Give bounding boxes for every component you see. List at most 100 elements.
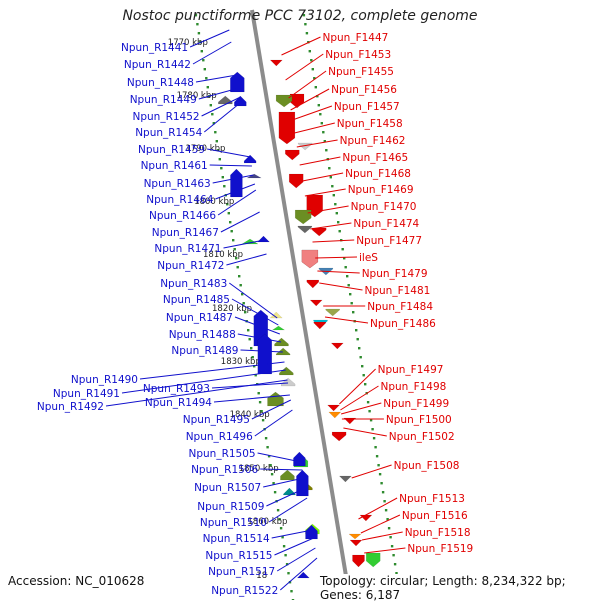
forward-gene[interactable] [294, 209, 312, 225]
forward-gene-label[interactable]: Npun_F1486 [370, 318, 436, 330]
reverse-gene-label[interactable]: Npun_R1509 [197, 501, 264, 513]
forward-gene-label[interactable]: Npun_F1468 [345, 168, 411, 180]
forward-gene[interactable] [328, 411, 342, 419]
reverse-gene-label[interactable]: Npun_R1441 [121, 42, 188, 54]
forward-gene[interactable] [330, 342, 344, 350]
forward-gene[interactable] [365, 552, 381, 568]
reverse-gene[interactable] [280, 377, 296, 387]
forward-gene-label[interactable]: Npun_F1447 [323, 32, 389, 44]
forward-gene[interactable] [313, 321, 327, 330]
reverse-gene-label[interactable]: Npun_R1454 [135, 127, 202, 139]
reverse-gene-label[interactable]: Npun_R1467 [152, 227, 219, 239]
forward-gene-label[interactable]: Npun_F1519 [407, 543, 473, 555]
reverse-gene-label[interactable]: Npun_R1487 [166, 312, 233, 324]
forward-gene-label[interactable]: Npun_F1497 [378, 364, 444, 376]
forward-gene-label[interactable]: Npun_F1479 [362, 268, 428, 280]
reverse-gene[interactable] [280, 469, 295, 481]
forward-gene[interactable] [331, 431, 347, 442]
forward-gene[interactable] [311, 227, 327, 237]
forward-gene[interactable] [359, 514, 373, 522]
forward-gene-label[interactable]: Npun_F1508 [394, 460, 460, 472]
forward-gene-label[interactable]: Npun_F1502 [389, 431, 455, 443]
forward-gene[interactable] [285, 149, 300, 161]
reverse-gene[interactable] [279, 366, 294, 376]
forward-gene-label[interactable]: Npun_F1477 [356, 235, 422, 247]
reverse-gene-label[interactable]: Npun_R1472 [157, 260, 224, 272]
reverse-gene[interactable] [296, 571, 310, 579]
reverse-gene-label[interactable]: Npun_R1489 [171, 345, 238, 357]
forward-gene[interactable] [301, 249, 319, 269]
reverse-gene-label[interactable]: Npun_R1491 [53, 388, 120, 400]
reverse-gene[interactable] [218, 95, 233, 105]
reverse-gene-label[interactable]: Npun_R1492 [37, 401, 104, 413]
reverse-gene-label[interactable]: Npun_R1459 [138, 144, 205, 156]
reverse-gene-label[interactable]: Npun_R1471 [154, 243, 221, 255]
forward-gene-label[interactable]: Npun_F1499 [383, 398, 449, 410]
reverse-gene-label[interactable]: Npun_R1461 [141, 160, 208, 172]
forward-gene-label[interactable]: Npun_F1500 [386, 414, 452, 426]
forward-gene-label[interactable]: Npun_F1455 [328, 66, 394, 78]
reverse-gene[interactable] [271, 325, 286, 331]
forward-gene-label[interactable]: Npun_F1453 [325, 49, 391, 61]
forward-gene-label[interactable]: Npun_F1484 [367, 301, 433, 313]
reverse-gene-label[interactable]: Npun_R1496 [186, 431, 253, 443]
reverse-gene[interactable] [230, 71, 245, 93]
reverse-gene-label[interactable]: Npun_R1448 [127, 77, 194, 89]
forward-gene-label[interactable]: Npun_F1470 [351, 201, 417, 213]
forward-gene[interactable] [348, 533, 362, 540]
reverse-gene-label[interactable]: Npun_R1494 [145, 397, 212, 409]
forward-gene-label[interactable]: Npun_F1469 [348, 184, 414, 196]
reverse-gene-label[interactable]: Npun_R1493 [143, 383, 210, 395]
reverse-gene-label[interactable]: Npun_R1452 [132, 111, 199, 123]
forward-gene-label[interactable]: Npun_F1462 [340, 135, 406, 147]
forward-gene-label[interactable]: Npun_F1516 [402, 510, 468, 522]
forward-gene-label[interactable]: Npun_F1498 [381, 381, 447, 393]
reverse-gene-label[interactable]: Npun_R1506 [191, 464, 258, 476]
reverse-gene-label[interactable]: Npun_R1495 [183, 414, 250, 426]
reverse-gene-label[interactable]: Npun_R1463 [144, 178, 211, 190]
reverse-gene-label[interactable]: Npun_R1466 [149, 210, 216, 222]
reverse-gene-label[interactable]: Npun_R1485 [163, 294, 230, 306]
reverse-gene-label[interactable]: Npun_R1442 [124, 59, 191, 71]
forward-gene[interactable] [325, 308, 340, 317]
reverse-gene-label[interactable]: Npun_R1507 [194, 482, 261, 494]
reverse-gene[interactable] [234, 95, 247, 107]
reverse-gene-label[interactable]: Npun_R1515 [205, 550, 272, 562]
reverse-gene[interactable] [267, 391, 284, 407]
forward-gene-label[interactable]: Npun_F1481 [365, 285, 431, 297]
forward-gene[interactable] [338, 475, 353, 483]
forward-gene-label[interactable]: Npun_F1518 [405, 527, 471, 539]
forward-gene-label[interactable]: Npun_F1465 [342, 152, 408, 164]
reverse-gene[interactable] [296, 469, 309, 497]
forward-gene-label[interactable]: Npun_F1457 [334, 101, 400, 113]
forward-gene-label[interactable]: Npun_F1456 [331, 84, 397, 96]
forward-gene-label[interactable]: Npun_F1458 [337, 118, 403, 130]
forward-gene[interactable] [309, 299, 323, 307]
forward-gene[interactable] [326, 404, 341, 412]
reverse-gene-label[interactable]: Npun_R1464 [146, 194, 213, 206]
reverse-gene-label[interactable]: Npun_R1514 [203, 533, 270, 545]
forward-gene[interactable] [352, 554, 365, 568]
reverse-gene[interactable] [293, 451, 306, 467]
reverse-gene-label[interactable]: Npun_R1490 [71, 374, 138, 386]
reverse-gene-label[interactable]: Npun_R1488 [169, 329, 236, 341]
reverse-gene-label[interactable]: Npun_R1449 [130, 94, 197, 106]
forward-gene[interactable] [349, 539, 363, 547]
reverse-gene[interactable] [274, 337, 289, 347]
reverse-gene-label[interactable]: Npun_R1510 [200, 517, 267, 529]
forward-gene[interactable] [269, 59, 283, 67]
forward-gene-label[interactable]: Npun_F1474 [353, 218, 419, 230]
forward-gene-label[interactable]: Npun_F1513 [399, 493, 465, 505]
reverse-gene[interactable] [243, 154, 257, 164]
forward-gene[interactable] [288, 173, 304, 189]
reverse-gene-label[interactable]: Npun_R1483 [160, 278, 227, 290]
forward-gene[interactable] [275, 94, 293, 108]
reverse-gene-label[interactable]: Npun_R1505 [188, 448, 255, 460]
reverse-gene[interactable] [275, 347, 291, 356]
forward-gene[interactable] [297, 225, 313, 234]
forward-gene-label[interactable]: ileS [359, 252, 378, 264]
reverse-gene-label[interactable]: Npun_R1522 [211, 585, 278, 597]
forward-gene[interactable] [278, 111, 296, 145]
reverse-gene-label[interactable]: Npun_R1517 [208, 566, 275, 578]
forward-gene[interactable] [306, 279, 320, 289]
